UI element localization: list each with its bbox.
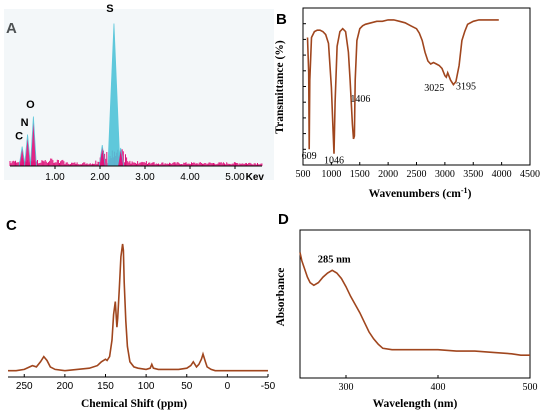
panel-b-ftir-spectrum: B Transmittance (%) Wavenumbers (cm-1) 5… — [274, 7, 540, 200]
panel-a-label: A — [6, 20, 17, 37]
panel-c-x-tick-label: 250 — [16, 381, 33, 392]
panel-b-peak-annotation: 1406 — [350, 94, 370, 105]
panel-b-x-tick-label: 2500 — [407, 169, 427, 180]
panel-a-x-tick-label: 5.00 — [225, 172, 245, 183]
panel-b-x-tick-label: 1000 — [321, 169, 341, 180]
panel-a-plot-area: 1.00 2.00 3.00 4.00 5.00 Kev CNO S — [9, 3, 265, 183]
panel-d-frame — [299, 229, 531, 379]
panel-b-x-tick-label: 4500 — [520, 169, 540, 180]
panel-d-x-axis-label: Wavelength (nm) — [373, 398, 458, 410]
panel-d-y-axis-label: Absorbance — [275, 268, 287, 327]
panel-c-plot-area: 250 200 150 100 50 0 -50 — [8, 243, 276, 392]
panel-d-plot-area: 300 400 500 285 nm — [299, 229, 538, 393]
panel-b-y-axis-label: Transmittance (%) — [274, 40, 286, 134]
panel-d-uv-vis-spectrum: D Absorbance Wavelength (nm) 300 400 500 28… — [275, 211, 538, 410]
panel-a-peak-label-n: N — [21, 117, 29, 129]
panel-c-series-line — [8, 243, 268, 372]
panel-c-x-tick-label: -50 — [261, 381, 276, 392]
panel-c-x-tick-label: 150 — [97, 381, 114, 392]
panel-b-x-axis-label: Wavenumbers (cm-1) — [369, 186, 472, 200]
panel-d-label: D — [278, 211, 289, 228]
panel-b-label: B — [276, 11, 287, 28]
panel-c-label: C — [6, 217, 17, 234]
panel-a-x-tick-label: 3.00 — [135, 172, 155, 183]
panel-d-series-line — [299, 252, 530, 356]
panel-b-frame — [302, 7, 531, 166]
panel-a-peak-label-o: O — [26, 99, 35, 111]
panel-c-x-axis-label: Chemical Shift (ppm) — [81, 398, 187, 410]
panel-a-eds-spectrum: A 1.00 2.00 3.00 4.00 5.00 Kev CNO S — [4, 3, 274, 183]
panel-b-x-tick-label: 4000 — [492, 169, 512, 180]
panel-a-x-tick-label: 4.00 — [180, 172, 200, 183]
panel-b-peak-annotation: 3195 — [456, 82, 476, 93]
panel-a-background — [4, 9, 274, 180]
panel-b-x-tick-label: 1500 — [350, 169, 370, 180]
panel-c-nmr-spectrum: C Chemical Shift (ppm) 250 200 150 100 50 0 -5… — [6, 217, 276, 410]
panel-c-x-tick-label: 100 — [138, 381, 155, 392]
panel-b-peak-annotation: 3025 — [424, 83, 444, 94]
panel-a-x-tick-label: 1.00 — [45, 172, 65, 183]
panel-b-x-tick-label: 500 — [296, 169, 311, 180]
panel-a-peak-label-c: C — [15, 131, 23, 143]
panel-b-series-line — [306, 19, 499, 154]
panel-c-x-tick-label: 200 — [57, 381, 74, 392]
panel-a-x-axis-label: Kev — [246, 172, 265, 183]
panel-d-peak-annotation: 285 nm — [318, 254, 351, 265]
panel-d-x-tick-label: 500 — [523, 382, 538, 393]
panel-a-peak-label-s: S — [106, 3, 113, 15]
panel-b-x-tick-label: 2000 — [378, 169, 398, 180]
panel-b-x-tick-label: 3000 — [435, 169, 455, 180]
panel-b-x-tick-label: 3500 — [463, 169, 483, 180]
panel-a-x-tick-label: 2.00 — [90, 172, 110, 183]
panel-b-peak-annotation: 1046 — [324, 156, 344, 167]
panel-d-x-tick-label: 300 — [339, 382, 354, 393]
panel-c-x-tick-label: 50 — [181, 381, 193, 392]
panel-b-peak-annotation: 609 — [302, 151, 317, 162]
panel-d-x-tick-label: 400 — [431, 382, 446, 393]
panel-b-plot-area: 500 1000 1500 2000 2500 3000 3500 4000 4500 609 10… — [296, 7, 540, 180]
panel-c-x-tick-label: 0 — [225, 381, 231, 392]
